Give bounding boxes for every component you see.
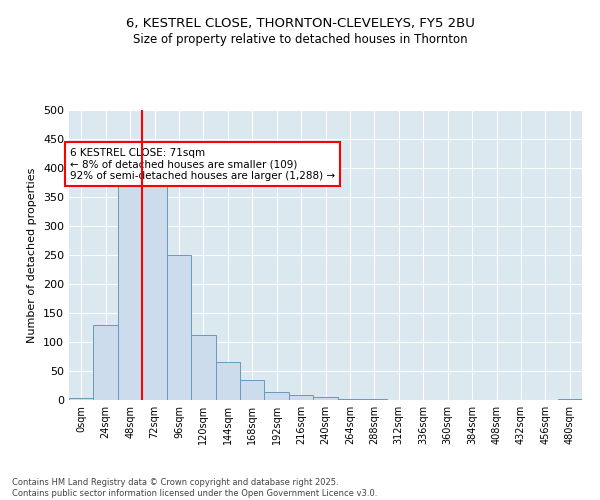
Bar	[69, 398, 94, 400]
Bar	[265, 392, 289, 400]
Bar	[289, 396, 313, 400]
Bar	[338, 399, 362, 400]
Bar	[191, 335, 215, 400]
Bar	[215, 362, 240, 400]
Bar	[142, 158, 167, 400]
Bar	[240, 380, 265, 400]
Text: Contains HM Land Registry data © Crown copyright and database right 2025.
Contai: Contains HM Land Registry data © Crown c…	[12, 478, 377, 498]
Bar	[313, 397, 338, 400]
Text: 6 KESTREL CLOSE: 71sqm
← 8% of detached houses are smaller (109)
92% of semi-det: 6 KESTREL CLOSE: 71sqm ← 8% of detached …	[70, 148, 335, 181]
Bar	[167, 255, 191, 400]
Y-axis label: Number of detached properties: Number of detached properties	[28, 168, 37, 342]
Text: 6, KESTREL CLOSE, THORNTON-CLEVELEYS, FY5 2BU: 6, KESTREL CLOSE, THORNTON-CLEVELEYS, FY…	[125, 18, 475, 30]
Bar	[94, 324, 118, 400]
Text: Size of property relative to detached houses in Thornton: Size of property relative to detached ho…	[133, 32, 467, 46]
Bar	[118, 181, 142, 400]
